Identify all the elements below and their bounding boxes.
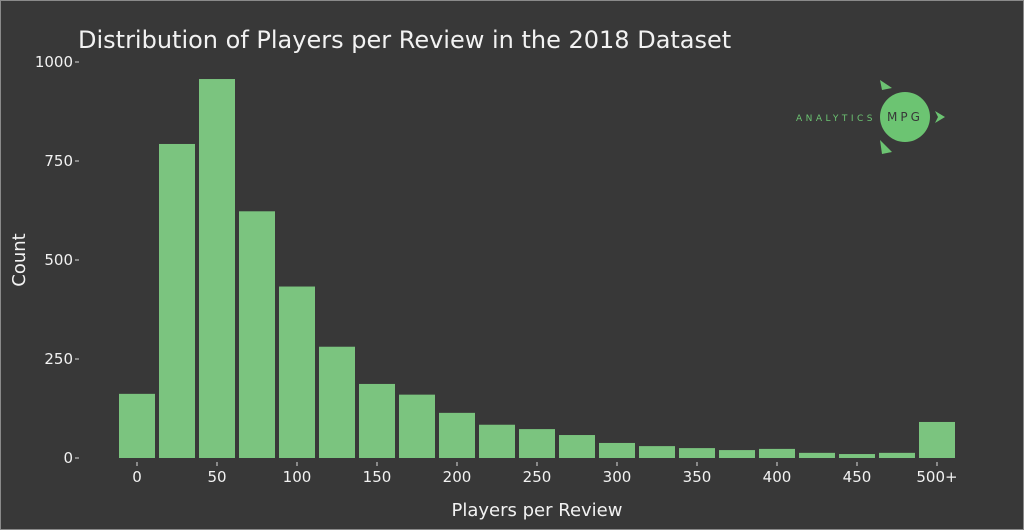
- analytics-mpg-logo: ANALYTICS MPG: [796, 80, 945, 154]
- x-tick-label: 100: [283, 468, 312, 486]
- bar-250: [519, 429, 555, 458]
- bar-425: [799, 452, 835, 458]
- bar-300: [599, 442, 635, 458]
- bar-375: [719, 450, 755, 458]
- bar-125: [319, 346, 355, 458]
- bar-150: [359, 383, 395, 458]
- bar-0: [119, 393, 155, 458]
- y-tick-label: 500: [44, 251, 73, 269]
- logo-circle-text: MPG: [887, 110, 923, 124]
- bar-225: [479, 424, 515, 458]
- y-tick-label: 250: [44, 350, 73, 368]
- x-tick-label: 150: [363, 468, 392, 486]
- bar-350: [679, 448, 715, 458]
- x-tick-label: 250: [523, 468, 552, 486]
- bar-450: [839, 454, 875, 458]
- bar-75: [239, 211, 275, 458]
- logo-left-text: ANALYTICS: [796, 114, 876, 124]
- logo-arrow-top-icon: [880, 80, 892, 90]
- y-tick-label: 750: [44, 152, 73, 170]
- x-tick-label: 450: [843, 468, 872, 486]
- x-tick-label: 300: [603, 468, 632, 486]
- logo-arrow-right-icon: [935, 111, 945, 123]
- bar-25: [159, 143, 195, 459]
- x-axis-label: Players per Review: [452, 500, 623, 521]
- x-tick-label: 200: [443, 468, 472, 486]
- bar-50: [199, 79, 235, 458]
- x-tick-label: 500+: [916, 468, 957, 486]
- bar-325: [639, 446, 675, 458]
- y-tick-label: 0: [63, 449, 73, 467]
- x-tick-label: 50: [207, 468, 226, 486]
- bar-400: [759, 448, 795, 458]
- bar-275: [559, 435, 595, 458]
- bar-200: [439, 412, 475, 458]
- x-tick-label: 400: [763, 468, 792, 486]
- x-tick-label: 350: [683, 468, 712, 486]
- logo-circle: [880, 92, 930, 142]
- bar-475: [879, 452, 915, 458]
- bar-100: [279, 286, 315, 458]
- y-axis-label: Count: [9, 233, 30, 286]
- bar-500+: [919, 421, 955, 458]
- logo-arrow-bottom-icon: [880, 140, 892, 154]
- y-tick-label: 1000: [35, 53, 73, 71]
- bar-175: [399, 394, 435, 458]
- chart-title: Distribution of Players per Review in th…: [78, 26, 732, 54]
- x-tick-label: 0: [132, 468, 142, 486]
